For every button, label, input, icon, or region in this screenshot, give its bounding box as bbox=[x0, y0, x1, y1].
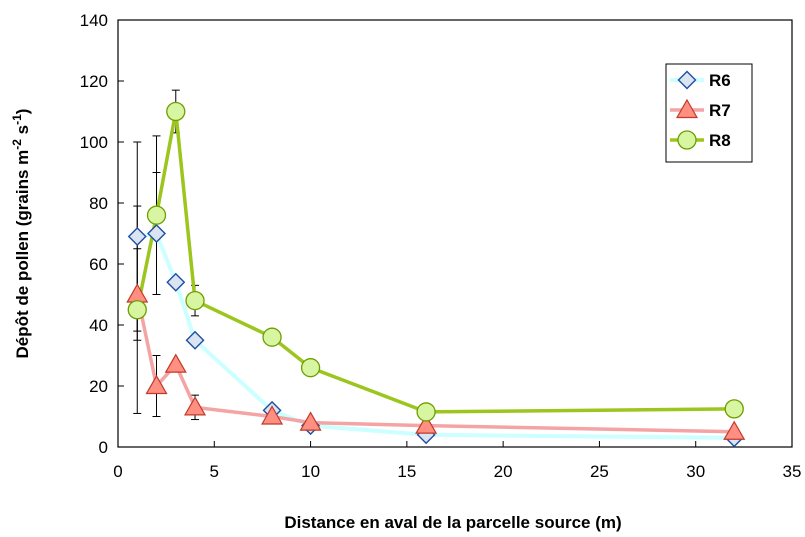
legend-item-r8: R8 bbox=[670, 130, 731, 150]
plot-frame bbox=[117, 19, 793, 448]
y-tick-label: 100 bbox=[80, 133, 108, 152]
legend-label: R8 bbox=[709, 131, 731, 150]
legend-label: R7 bbox=[709, 101, 731, 120]
x-tick-label: 15 bbox=[397, 462, 416, 481]
data-point bbox=[166, 272, 186, 292]
x-tick-label: 20 bbox=[494, 462, 513, 481]
y-tick-label: 80 bbox=[89, 194, 108, 213]
data-point bbox=[299, 411, 322, 431]
y-tick-label: 40 bbox=[89, 316, 108, 335]
x-tick-label: 10 bbox=[301, 462, 320, 481]
series-layer bbox=[126, 89, 746, 448]
y-axis-title: Dépôt de pollen (grains m-2 s-1) bbox=[10, 109, 32, 359]
y-tick-label: 0 bbox=[99, 438, 108, 457]
data-point bbox=[164, 353, 187, 373]
x-axis-title: Distance en aval de la parcelle source (… bbox=[284, 513, 621, 532]
x-tick-label: 30 bbox=[686, 462, 705, 481]
series-r6-line bbox=[136, 231, 735, 440]
legend-marker bbox=[677, 130, 697, 150]
data-point bbox=[183, 396, 207, 416]
series-r8-line bbox=[135, 109, 735, 414]
plot-area bbox=[117, 19, 793, 448]
legend-item-r7: R7 bbox=[670, 98, 731, 120]
data-point bbox=[416, 402, 436, 422]
legend: R6 R7 R8 bbox=[665, 63, 753, 163]
data-point bbox=[145, 374, 168, 395]
data-point bbox=[147, 224, 167, 243]
data-point bbox=[262, 327, 282, 347]
legend-marker bbox=[675, 98, 699, 119]
data-point bbox=[261, 405, 284, 425]
series-r7-points bbox=[126, 283, 746, 440]
data-point bbox=[723, 420, 746, 440]
x-tick-label: 5 bbox=[210, 462, 219, 481]
data-point bbox=[185, 330, 205, 350]
x-tick-label: 0 bbox=[113, 462, 122, 481]
data-point bbox=[185, 290, 205, 311]
axis-ticks: 0 20 40 60 80 100 120 140 0 5 10 15 20 25 30 35 bbox=[80, 11, 802, 481]
x-tick-label: 35 bbox=[783, 462, 802, 481]
data-point bbox=[415, 414, 438, 434]
data-point bbox=[126, 283, 149, 303]
data-point bbox=[146, 205, 167, 225]
data-point bbox=[166, 101, 186, 122]
legend-item-r6: R6 bbox=[670, 70, 731, 90]
series-r8-points bbox=[127, 101, 744, 422]
y-tick-label: 140 bbox=[80, 11, 108, 30]
data-point bbox=[300, 358, 321, 378]
y-tick-label: 60 bbox=[89, 255, 108, 274]
data-point bbox=[127, 227, 147, 247]
data-point bbox=[127, 300, 147, 320]
legend-marker bbox=[677, 70, 697, 90]
y-tick-label: 120 bbox=[80, 72, 108, 91]
x-tick-label: 25 bbox=[590, 462, 609, 481]
legend-label: R6 bbox=[709, 71, 731, 90]
data-point bbox=[724, 399, 744, 419]
y-tick-label: 20 bbox=[89, 377, 108, 396]
